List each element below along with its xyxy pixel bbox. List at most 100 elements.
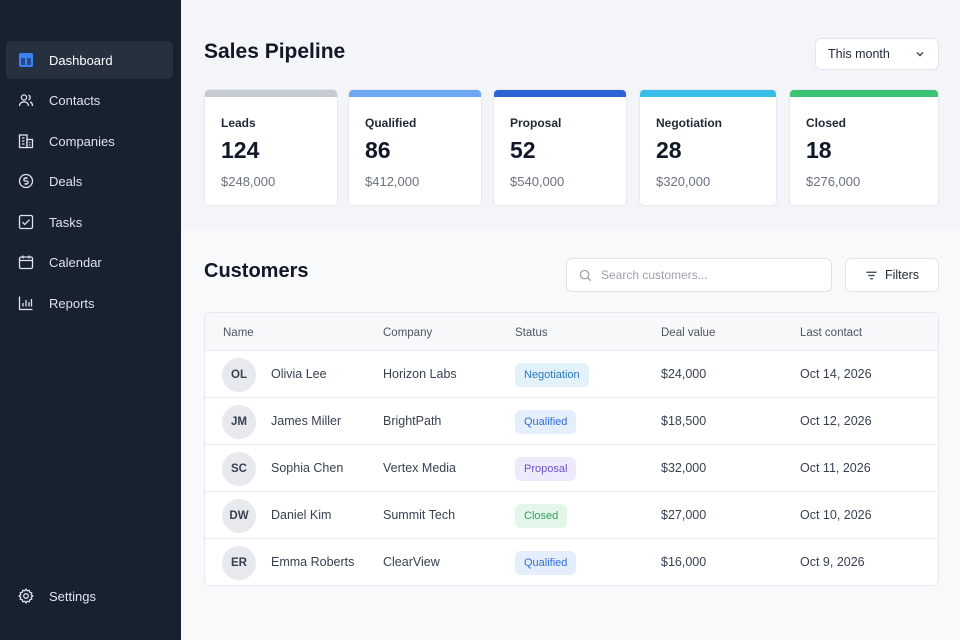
stage-count: 52 [510, 137, 536, 163]
last-contact: Oct 11, 2026 [800, 461, 871, 475]
filters-button[interactable]: Filters [845, 258, 939, 292]
customer-name: Sophia Chen [271, 461, 344, 475]
table-row[interactable]: OL Olivia Lee Horizon Labs Negotiation $… [205, 351, 938, 398]
contacts-icon [18, 92, 34, 108]
last-contact: Oct 9, 2026 [800, 555, 865, 569]
avatar: JM [222, 405, 256, 439]
main-content: Sales Pipeline This month Leads 124 $248… [181, 0, 960, 640]
sidebar-item-label: Deals [49, 173, 83, 189]
search-box[interactable] [566, 258, 832, 292]
search-icon [579, 269, 592, 281]
status-badge: Qualified [515, 551, 577, 575]
gear-icon [18, 588, 34, 604]
column-header-name[interactable]: Name [223, 327, 254, 339]
stage-amount: $540,000 [510, 174, 565, 189]
sidebar: Dashboard Contacts Companies Deals Tasks… [0, 0, 181, 640]
deal-value: $16,000 [661, 555, 707, 569]
column-header-company[interactable]: Company [383, 327, 433, 339]
deal-value: $24,000 [661, 367, 707, 381]
stage-color-bar [349, 90, 481, 97]
stage-name: Negotiation [656, 116, 722, 130]
status-badge: Negotiation [515, 363, 589, 387]
column-header-deal-value[interactable]: Deal value [661, 327, 716, 339]
customer-company: BrightPath [383, 414, 442, 428]
customer-name: Olivia Lee [271, 367, 327, 381]
sidebar-item-companies[interactable]: Companies [6, 122, 173, 160]
dashboard-icon [18, 52, 34, 68]
sidebar-item-label: Companies [49, 133, 115, 149]
sidebar-item-label: Dashboard [49, 52, 113, 68]
sidebar-item-contacts[interactable]: Contacts [6, 81, 173, 119]
stage-amount: $248,000 [221, 174, 276, 189]
avatar: OL [222, 358, 256, 392]
filters-label: Filters [884, 268, 920, 282]
sidebar-item-label: Calendar [49, 254, 102, 270]
customers-table: Name Company Status Deal value Last cont… [204, 312, 939, 586]
customer-company: Summit Tech [383, 508, 456, 522]
table-row[interactable]: JM James Miller BrightPath Qualified $18… [205, 398, 938, 445]
deal-value: $32,000 [661, 461, 707, 475]
deal-value: $27,000 [661, 508, 707, 522]
stage-card-negotiation[interactable]: Negotiation 28 $320,000 [639, 89, 777, 206]
stage-card-leads[interactable]: Leads 124 $248,000 [204, 89, 338, 206]
avatar: ER [222, 546, 256, 580]
sidebar-item-deals[interactable]: Deals [6, 162, 173, 200]
customer-name: Emma Roberts [271, 555, 355, 569]
period-select-value: This month [828, 47, 890, 61]
sidebar-item-calendar[interactable]: Calendar [6, 243, 173, 281]
deals-icon [18, 173, 34, 189]
table-row[interactable]: SC Sophia Chen Vertex Media Proposal $32… [205, 445, 938, 492]
status-badge: Proposal [515, 457, 577, 481]
sidebar-item-label: Tasks [49, 214, 83, 230]
filter-icon [866, 271, 877, 279]
stage-color-bar [640, 90, 776, 97]
status-badge: Closed [515, 504, 568, 528]
stage-name: Leads [221, 116, 256, 130]
stage-amount: $320,000 [656, 174, 711, 189]
search-input[interactable] [601, 268, 801, 282]
stage-amount: $276,000 [806, 174, 861, 189]
section-title: Customers [204, 260, 309, 282]
table-row[interactable]: DW Daniel Kim Summit Tech Closed $27,000… [205, 492, 938, 539]
stage-name: Proposal [510, 116, 562, 130]
customer-name: James Miller [271, 414, 342, 428]
chevron-down-icon [916, 52, 924, 57]
customer-name: Daniel Kim [271, 508, 332, 522]
avatar: DW [222, 499, 256, 533]
last-contact: Oct 10, 2026 [800, 508, 872, 522]
stage-card-qualified[interactable]: Qualified 86 $412,000 [348, 89, 482, 206]
stage-amount: $412,000 [365, 174, 420, 189]
stage-count: 124 [221, 137, 260, 163]
table-header: Name Company Status Deal value Last cont… [205, 313, 938, 351]
reports-icon [18, 295, 34, 311]
stage-color-bar [790, 90, 938, 97]
sidebar-item-settings[interactable]: Settings [6, 577, 173, 615]
column-header-last-contact[interactable]: Last contact [800, 327, 863, 339]
stage-color-bar [205, 90, 337, 97]
stage-name: Qualified [365, 116, 417, 130]
customers-section: Customers Filters Name Company Status De… [181, 230, 960, 640]
stage-card-proposal[interactable]: Proposal 52 $540,000 [493, 89, 627, 206]
sidebar-item-dashboard[interactable]: Dashboard [6, 41, 173, 79]
column-header-status[interactable]: Status [515, 327, 548, 339]
customer-company: ClearView [383, 555, 440, 569]
companies-icon [18, 133, 34, 149]
sidebar-item-reports[interactable]: Reports [6, 284, 173, 322]
stage-name: Closed [806, 116, 847, 130]
sidebar-item-label: Contacts [49, 92, 101, 108]
table-row[interactable]: ER Emma Roberts ClearView Qualified $16,… [205, 539, 938, 585]
status-badge: Qualified [515, 410, 577, 434]
avatar: SC [222, 452, 256, 486]
stage-card-closed[interactable]: Closed 18 $276,000 [789, 89, 939, 206]
sidebar-item-tasks[interactable]: Tasks [6, 203, 173, 241]
sidebar-item-label: Settings [49, 588, 96, 604]
stage-count: 28 [656, 137, 682, 163]
period-select[interactable]: This month [815, 38, 939, 70]
stage-count: 18 [806, 137, 832, 163]
calendar-icon [18, 254, 34, 270]
tasks-icon [18, 214, 34, 230]
sidebar-item-label: Reports [49, 295, 95, 311]
last-contact: Oct 12, 2026 [800, 414, 872, 428]
last-contact: Oct 14, 2026 [800, 367, 872, 381]
customer-company: Horizon Labs [383, 367, 457, 381]
